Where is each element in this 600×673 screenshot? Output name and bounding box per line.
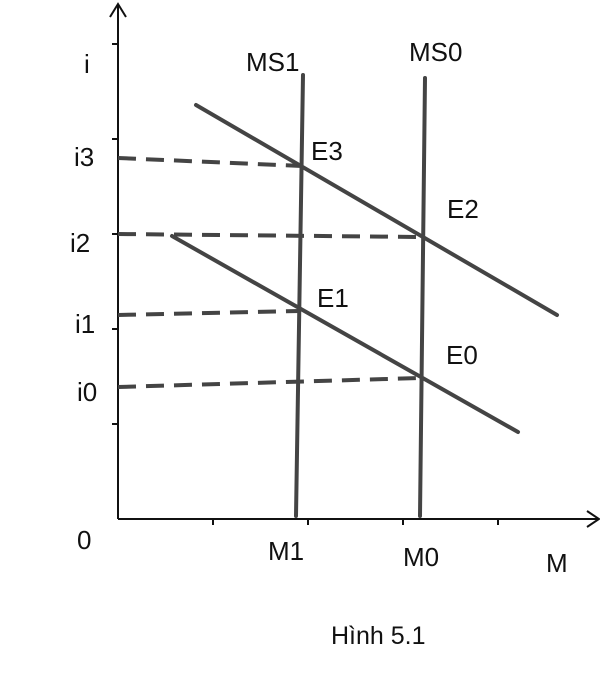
y-tick-label-i2: i2	[70, 228, 90, 258]
i2-guide	[117, 232, 423, 239]
x-axis-arrow	[586, 510, 600, 528]
i1-guide	[117, 309, 301, 317]
y-tick-label-i0: i0	[77, 377, 97, 407]
i0-guide	[117, 376, 421, 389]
ms0-label: MS0	[409, 37, 462, 67]
curves	[170, 73, 559, 518]
dashed-guides	[117, 156, 423, 389]
y-tick-label-i1: i1	[75, 309, 95, 339]
tick-marks	[112, 43, 499, 525]
ms0-line	[418, 76, 427, 518]
x-tick-label-m0: M0	[403, 542, 439, 572]
point-label-e1: E1	[317, 283, 349, 313]
y-axis-label: i	[84, 49, 90, 79]
point-label-e3: E3	[311, 136, 343, 166]
y-axis-arrow	[109, 2, 127, 18]
i3-guide	[117, 156, 303, 168]
md-upper-line	[194, 103, 559, 317]
origin-label: 0	[77, 525, 91, 555]
figure-caption: Hình 5.1	[331, 622, 426, 650]
point-label-e0: E0	[446, 340, 478, 370]
x-axis-label: M	[546, 548, 568, 578]
md-lower-line	[170, 234, 520, 434]
axes	[109, 2, 600, 528]
ms1-line	[294, 73, 305, 518]
point-label-e2: E2	[447, 194, 479, 224]
y-tick-label-i3: i3	[74, 142, 94, 172]
x-tick-label-m1: M1	[268, 536, 304, 566]
ms1-label: MS1	[246, 47, 299, 77]
